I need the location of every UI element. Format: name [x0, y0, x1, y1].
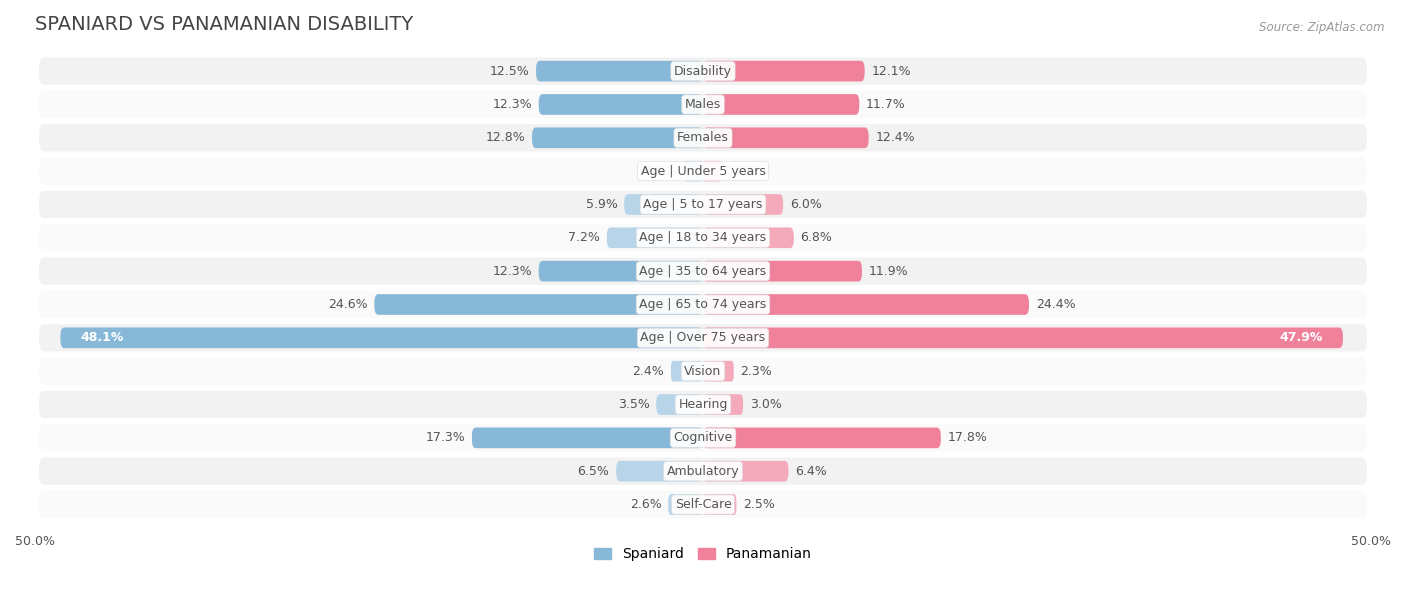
FancyBboxPatch shape — [703, 461, 789, 482]
FancyBboxPatch shape — [39, 491, 1367, 518]
Text: Age | 18 to 34 years: Age | 18 to 34 years — [640, 231, 766, 244]
Text: 24.4%: 24.4% — [1036, 298, 1076, 311]
FancyBboxPatch shape — [39, 391, 1367, 418]
Text: 6.0%: 6.0% — [790, 198, 821, 211]
Text: 2.5%: 2.5% — [744, 498, 775, 511]
Text: Vision: Vision — [685, 365, 721, 378]
FancyBboxPatch shape — [39, 124, 1367, 151]
FancyBboxPatch shape — [60, 327, 703, 348]
FancyBboxPatch shape — [703, 94, 859, 115]
FancyBboxPatch shape — [703, 494, 737, 515]
Text: 2.6%: 2.6% — [630, 498, 662, 511]
FancyBboxPatch shape — [703, 327, 1343, 348]
FancyBboxPatch shape — [536, 61, 703, 81]
Text: 12.3%: 12.3% — [492, 264, 531, 278]
FancyBboxPatch shape — [616, 461, 703, 482]
FancyBboxPatch shape — [607, 228, 703, 248]
FancyBboxPatch shape — [703, 228, 794, 248]
Text: Disability: Disability — [673, 65, 733, 78]
Text: 12.4%: 12.4% — [876, 132, 915, 144]
FancyBboxPatch shape — [374, 294, 703, 315]
Text: 1.4%: 1.4% — [645, 165, 678, 177]
Text: 11.7%: 11.7% — [866, 98, 905, 111]
Text: 2.3%: 2.3% — [741, 365, 772, 378]
FancyBboxPatch shape — [538, 94, 703, 115]
FancyBboxPatch shape — [39, 291, 1367, 318]
FancyBboxPatch shape — [703, 394, 744, 415]
Text: 48.1%: 48.1% — [80, 331, 124, 345]
FancyBboxPatch shape — [703, 294, 1029, 315]
FancyBboxPatch shape — [39, 357, 1367, 385]
Text: 1.3%: 1.3% — [727, 165, 759, 177]
Text: 12.3%: 12.3% — [492, 98, 531, 111]
FancyBboxPatch shape — [39, 91, 1367, 118]
Text: 6.4%: 6.4% — [796, 465, 827, 478]
FancyBboxPatch shape — [703, 127, 869, 148]
Text: Age | Under 5 years: Age | Under 5 years — [641, 165, 765, 177]
Text: 6.5%: 6.5% — [578, 465, 609, 478]
Text: Age | 35 to 64 years: Age | 35 to 64 years — [640, 264, 766, 278]
Text: 5.9%: 5.9% — [586, 198, 617, 211]
FancyBboxPatch shape — [703, 428, 941, 448]
Text: 47.9%: 47.9% — [1279, 331, 1323, 345]
Text: Age | Over 75 years: Age | Over 75 years — [641, 331, 765, 345]
Text: 7.2%: 7.2% — [568, 231, 600, 244]
FancyBboxPatch shape — [624, 194, 703, 215]
FancyBboxPatch shape — [39, 324, 1367, 351]
Text: Self-Care: Self-Care — [675, 498, 731, 511]
Text: 11.9%: 11.9% — [869, 264, 908, 278]
FancyBboxPatch shape — [703, 161, 720, 182]
Text: Males: Males — [685, 98, 721, 111]
Text: 17.8%: 17.8% — [948, 431, 987, 444]
Text: 3.0%: 3.0% — [749, 398, 782, 411]
Text: 12.1%: 12.1% — [872, 65, 911, 78]
Text: 17.3%: 17.3% — [426, 431, 465, 444]
FancyBboxPatch shape — [39, 424, 1367, 452]
FancyBboxPatch shape — [39, 58, 1367, 85]
FancyBboxPatch shape — [538, 261, 703, 282]
Text: Source: ZipAtlas.com: Source: ZipAtlas.com — [1260, 21, 1385, 34]
Text: 12.8%: 12.8% — [485, 132, 526, 144]
FancyBboxPatch shape — [671, 361, 703, 381]
FancyBboxPatch shape — [703, 361, 734, 381]
FancyBboxPatch shape — [668, 494, 703, 515]
Text: 3.5%: 3.5% — [617, 398, 650, 411]
Text: 2.4%: 2.4% — [633, 365, 664, 378]
FancyBboxPatch shape — [703, 261, 862, 282]
FancyBboxPatch shape — [39, 157, 1367, 185]
FancyBboxPatch shape — [39, 191, 1367, 218]
FancyBboxPatch shape — [531, 127, 703, 148]
FancyBboxPatch shape — [39, 458, 1367, 485]
FancyBboxPatch shape — [703, 194, 783, 215]
FancyBboxPatch shape — [472, 428, 703, 448]
Text: 24.6%: 24.6% — [328, 298, 367, 311]
Text: Hearing: Hearing — [678, 398, 728, 411]
FancyBboxPatch shape — [39, 224, 1367, 252]
FancyBboxPatch shape — [703, 61, 865, 81]
FancyBboxPatch shape — [657, 394, 703, 415]
Text: Ambulatory: Ambulatory — [666, 465, 740, 478]
FancyBboxPatch shape — [685, 161, 703, 182]
Text: SPANIARD VS PANAMANIAN DISABILITY: SPANIARD VS PANAMANIAN DISABILITY — [35, 15, 413, 34]
Text: Age | 5 to 17 years: Age | 5 to 17 years — [644, 198, 762, 211]
Text: Females: Females — [678, 132, 728, 144]
Text: 6.8%: 6.8% — [800, 231, 832, 244]
Text: Cognitive: Cognitive — [673, 431, 733, 444]
FancyBboxPatch shape — [39, 258, 1367, 285]
Text: Age | 65 to 74 years: Age | 65 to 74 years — [640, 298, 766, 311]
Legend: Spaniard, Panamanian: Spaniard, Panamanian — [589, 542, 817, 567]
Text: 12.5%: 12.5% — [489, 65, 529, 78]
